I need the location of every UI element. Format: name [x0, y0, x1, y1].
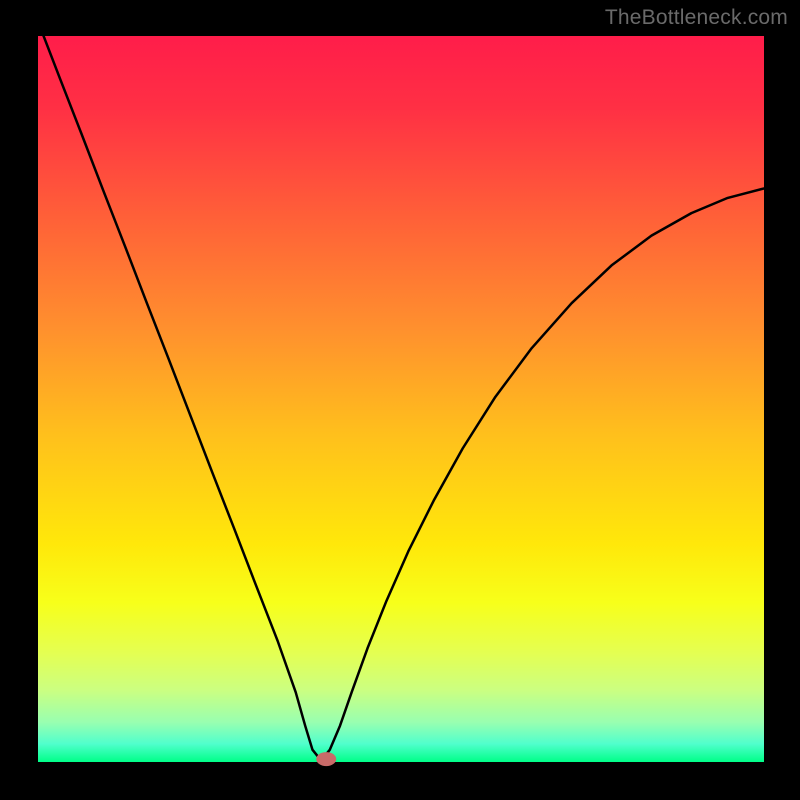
chart-container: TheBottleneck.com	[0, 0, 800, 800]
plot-background	[38, 36, 764, 762]
chart-svg	[0, 0, 800, 800]
watermark-text: TheBottleneck.com	[605, 6, 788, 30]
minimum-marker	[316, 752, 336, 766]
